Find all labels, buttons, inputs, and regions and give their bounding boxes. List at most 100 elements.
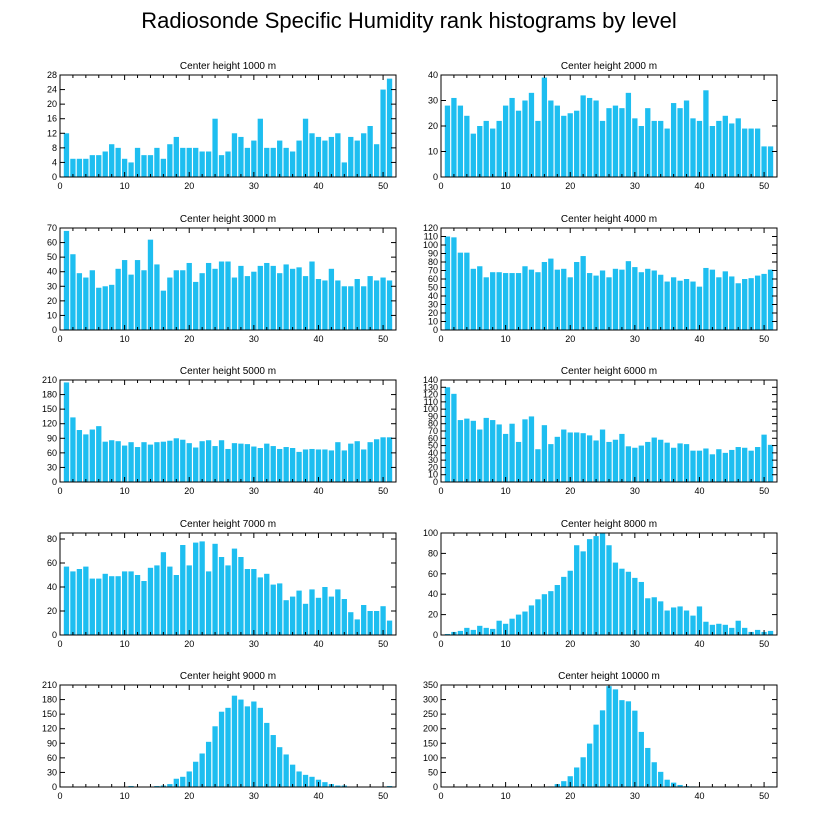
bar <box>296 451 302 482</box>
y-tick-label: 200 <box>423 724 438 734</box>
y-tick-label: 100 <box>423 753 438 763</box>
bar <box>141 581 147 635</box>
x-tick-label: 40 <box>313 334 323 344</box>
bar <box>302 774 309 787</box>
bar <box>515 110 522 177</box>
x-tick-label: 50 <box>759 639 769 649</box>
bar <box>121 445 128 482</box>
bar <box>502 273 509 330</box>
bar <box>63 382 70 482</box>
x-tick-label: 50 <box>759 334 769 344</box>
y-tick-label: 0 <box>433 172 438 182</box>
panel-9: Center height 9000 m 0 10 20 30 40 50 0 30 60 90 12… <box>42 671 397 801</box>
bar <box>160 552 167 635</box>
bar <box>341 599 347 635</box>
bar <box>380 606 386 635</box>
bar <box>386 78 393 177</box>
x-tick-label: 40 <box>694 486 704 496</box>
bar <box>612 562 619 635</box>
x-tick-label: 0 <box>438 334 443 344</box>
y-tick-label: 120 <box>423 223 438 233</box>
bar <box>541 594 548 635</box>
x-tick-label: 30 <box>630 791 640 801</box>
bar <box>528 269 535 330</box>
bar <box>83 434 89 482</box>
x-tick-label: 20 <box>184 486 194 496</box>
bar <box>664 610 670 635</box>
x-tick-label: 0 <box>438 791 443 801</box>
bar <box>690 281 696 330</box>
bar <box>96 578 102 635</box>
bar <box>606 441 612 482</box>
bar <box>464 115 470 177</box>
bar <box>638 272 644 330</box>
bar <box>264 147 270 177</box>
bar <box>257 448 263 482</box>
bar <box>619 700 625 787</box>
y-tick-label: 210 <box>42 375 57 385</box>
bar <box>205 262 212 330</box>
bar <box>567 432 573 482</box>
bar <box>483 417 489 482</box>
bar <box>541 425 548 482</box>
bar <box>754 275 761 330</box>
bar <box>115 268 121 330</box>
bar <box>218 440 225 482</box>
bar <box>625 571 632 635</box>
bar <box>218 155 225 177</box>
bar <box>541 262 548 330</box>
bar <box>548 591 554 635</box>
panel-title: Center height 3000 m <box>180 214 276 225</box>
bar <box>606 108 612 177</box>
x-tick-label: 50 <box>378 334 388 344</box>
bar <box>515 614 522 635</box>
bar <box>231 277 238 330</box>
x-tick-label: 20 <box>565 639 575 649</box>
bar <box>683 610 690 635</box>
bar <box>677 784 683 787</box>
bar <box>696 286 703 330</box>
y-tick-label: 20 <box>47 99 57 109</box>
bar <box>664 281 670 330</box>
y-tick-label: 90 <box>428 249 438 259</box>
bar <box>193 761 199 787</box>
bar <box>212 543 218 635</box>
bar <box>470 133 476 177</box>
y-tick-label: 180 <box>42 390 57 400</box>
bar <box>735 283 741 330</box>
bar <box>277 448 283 482</box>
bar <box>599 270 606 330</box>
y-tick-label: 110 <box>424 397 438 407</box>
bar <box>147 155 154 177</box>
bar <box>264 443 270 482</box>
bar <box>722 115 728 177</box>
bar <box>173 438 179 482</box>
bar <box>302 449 309 482</box>
x-tick-label: 20 <box>565 181 575 191</box>
bar <box>761 434 767 482</box>
bar <box>218 261 225 330</box>
bar <box>361 605 367 635</box>
bar <box>735 620 741 635</box>
bar <box>632 577 638 635</box>
bar <box>593 275 599 330</box>
bar <box>703 90 709 177</box>
bar <box>341 162 347 177</box>
x-tick-label: 20 <box>184 791 194 801</box>
bar <box>645 747 651 787</box>
bar <box>574 767 580 787</box>
bar <box>716 623 722 635</box>
bar <box>470 629 476 635</box>
panel-title: Center height 1000 m <box>180 61 276 72</box>
panel-title: Center height 9000 m <box>180 671 276 682</box>
bar <box>109 440 115 482</box>
x-tick-label: 40 <box>694 639 704 649</box>
bar <box>586 273 593 330</box>
x-tick-label: 0 <box>57 486 62 496</box>
bar <box>716 120 722 177</box>
bar <box>218 711 225 787</box>
bar <box>490 420 496 482</box>
bar <box>296 140 302 177</box>
y-tick-label: 20 <box>428 121 438 131</box>
bar <box>748 128 754 177</box>
